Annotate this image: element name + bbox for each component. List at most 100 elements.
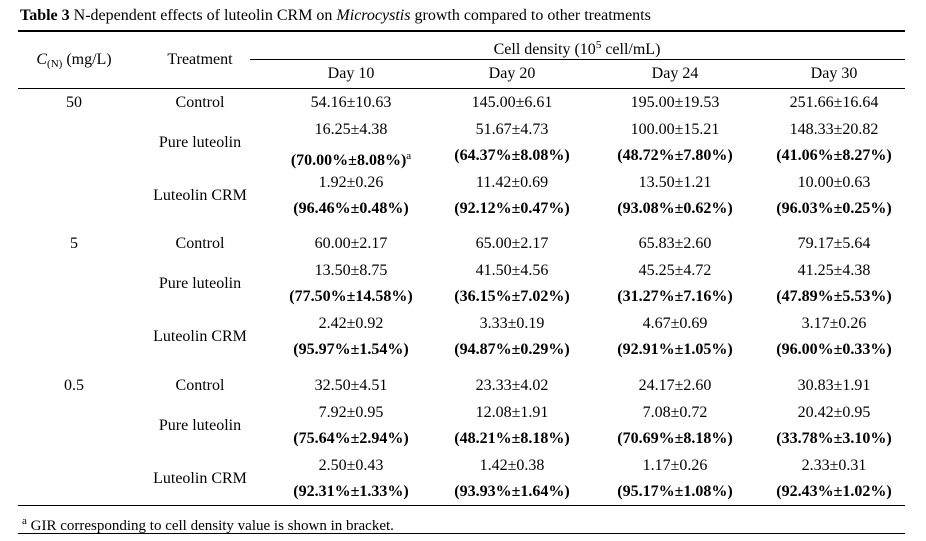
density-cell: 4.67±0.69 <box>642 315 708 332</box>
gir-value: (70.00%±8.08%) <box>290 152 407 169</box>
density-cell: 13.50±8.75 <box>314 262 388 279</box>
density-cell: 1.92±0.26 <box>318 174 384 191</box>
gir-value: (93.93%±1.64%) <box>454 483 570 500</box>
header-day-10: Day 10 <box>327 65 375 82</box>
density-cell: 16.25±4.38 <box>314 121 388 138</box>
treatment-cell: Pure luteolin <box>158 275 242 292</box>
density-cell: 65.00±2.17 <box>475 235 549 252</box>
gir-cell: (92.12%±0.47%) <box>454 199 569 219</box>
density-cell: 7.08±0.72 <box>642 404 708 421</box>
gir-cell: (95.17%±1.08%) <box>617 482 732 502</box>
density-cell: 65.83±2.60 <box>638 235 712 252</box>
density-cell: 3.33±0.19 <box>479 315 545 332</box>
gir-value: (47.89%±5.53%) <box>776 288 892 305</box>
gir-value: (93.08%±0.62%) <box>617 200 733 217</box>
gir-cell: (36.15%±7.02%) <box>454 287 569 307</box>
gir-value: (94.87%±0.29%) <box>454 341 570 358</box>
gir-cell: (33.78%±3.10%) <box>776 429 891 449</box>
header-cell-density: Cell density (105 cell/mL) <box>493 39 661 58</box>
gir-value: (31.27%±7.16%) <box>617 288 733 305</box>
gir-value: (33.78%±3.10%) <box>776 430 892 447</box>
density-cell: 1.17±0.26 <box>642 457 708 474</box>
gir-value: (64.37%±8.08%) <box>454 147 570 164</box>
cell-density-rule <box>250 59 905 60</box>
header-day-24: Day 24 <box>651 65 699 82</box>
gir-value: (92.12%±0.47%) <box>454 200 570 217</box>
gir-value: (96.46%±0.48%) <box>293 200 409 217</box>
density-cell: 2.42±0.92 <box>318 315 384 332</box>
gir-cell: (70.00%±8.08%)a <box>291 146 411 171</box>
density-cell: 13.50±1.21 <box>638 174 712 191</box>
density-cell: 41.50±4.56 <box>475 262 549 279</box>
header-day-30: Day 30 <box>810 65 858 82</box>
gir-cell: (48.72%±7.80%) <box>617 146 732 166</box>
gir-value: (92.31%±1.33%) <box>293 483 409 500</box>
table-label: Table 3 <box>20 7 70 24</box>
concentration-cell: 5 <box>70 235 78 252</box>
gir-value: (95.97%±1.54%) <box>293 341 409 358</box>
treatment-cell: Control <box>175 94 225 111</box>
gir-cell: (70.69%±8.18%) <box>617 429 732 449</box>
treatment-cell: Control <box>175 235 225 252</box>
table-caption: Table 3 N-dependent effects of luteolin … <box>20 7 651 25</box>
density-cell: 79.17±5.64 <box>797 235 871 252</box>
gir-cell: (77.50%±14.58%) <box>289 287 412 307</box>
gir-cell: (92.43%±1.02%) <box>776 482 891 502</box>
gir-cell: (92.91%±1.05%) <box>617 340 732 360</box>
density-cell: 32.50±4.51 <box>314 377 388 394</box>
gir-value: (36.15%±7.02%) <box>454 288 570 305</box>
gir-value: (77.50%±14.58%) <box>289 288 413 305</box>
density-cell: 3.17±0.26 <box>801 315 867 332</box>
header-concentration: C(N) (mg/L) <box>36 51 112 70</box>
treatment-cell: Luteolin CRM <box>153 328 247 345</box>
density-cell: 1.42±0.38 <box>479 457 545 474</box>
treatment-cell: Pure luteolin <box>158 417 242 434</box>
density-cell: 11.42±0.69 <box>475 174 549 191</box>
gir-value: (96.03%±0.25%) <box>776 200 892 217</box>
gir-cell: (41.06%±8.27%) <box>776 146 891 166</box>
caption-text-1: N-dependent effects of luteolin CRM on <box>69 7 337 24</box>
density-cell: 51.67±4.73 <box>475 121 549 138</box>
density-cell: 30.83±1.91 <box>797 377 871 394</box>
gir-value: (41.06%±8.27%) <box>776 147 892 164</box>
gir-value: (92.91%±1.05%) <box>617 341 733 358</box>
treatment-cell: Control <box>175 377 225 394</box>
header-treatment: Treatment <box>167 51 233 68</box>
gir-cell: (96.03%±0.25%) <box>776 199 891 219</box>
treatment-cell: Pure luteolin <box>158 134 242 151</box>
density-cell: 45.25±4.72 <box>638 262 712 279</box>
density-cell: 145.00±6.61 <box>471 94 553 111</box>
density-cell: 7.92±0.95 <box>318 404 384 421</box>
table-bottom-rule <box>18 505 905 506</box>
treatment-cell: Luteolin CRM <box>153 187 247 204</box>
top-rule <box>18 30 905 32</box>
footnote-marker: a <box>406 150 412 162</box>
gir-cell: (47.89%±5.53%) <box>776 287 891 307</box>
gir-value: (92.43%±1.02%) <box>776 483 892 500</box>
caption-italic: Microcystis <box>336 7 411 24</box>
footnote: a GIR corresponding to cell density valu… <box>22 515 394 534</box>
density-cell: 24.17±2.60 <box>638 377 712 394</box>
gir-value: (70.69%±8.18%) <box>617 430 733 447</box>
density-cell: 41.25±4.38 <box>797 262 871 279</box>
density-cell: 54.16±10.63 <box>310 94 392 111</box>
gir-value: (96.00%±0.33%) <box>776 341 892 358</box>
density-cell: 12.08±1.91 <box>475 404 549 421</box>
density-cell: 2.50±0.43 <box>318 457 384 474</box>
gir-value: (48.72%±7.80%) <box>617 147 733 164</box>
density-cell: 60.00±2.17 <box>314 235 388 252</box>
density-cell: 23.33±4.02 <box>475 377 549 394</box>
gir-value: (95.17%±1.08%) <box>617 483 733 500</box>
density-cell: 148.33±20.82 <box>789 121 879 138</box>
header-day-20: Day 20 <box>488 65 536 82</box>
gir-cell: (94.87%±0.29%) <box>454 340 569 360</box>
density-cell: 10.00±0.63 <box>797 174 871 191</box>
header-bottom-rule <box>18 88 905 89</box>
gir-cell: (96.00%±0.33%) <box>776 340 891 360</box>
density-cell: 195.00±19.53 <box>630 94 720 111</box>
gir-cell: (92.31%±1.33%) <box>293 482 408 502</box>
caption-text-2: growth compared to other treatments <box>410 7 651 24</box>
gir-value: (48.21%±8.18%) <box>454 430 570 447</box>
gir-cell: (93.08%±0.62%) <box>617 199 732 219</box>
